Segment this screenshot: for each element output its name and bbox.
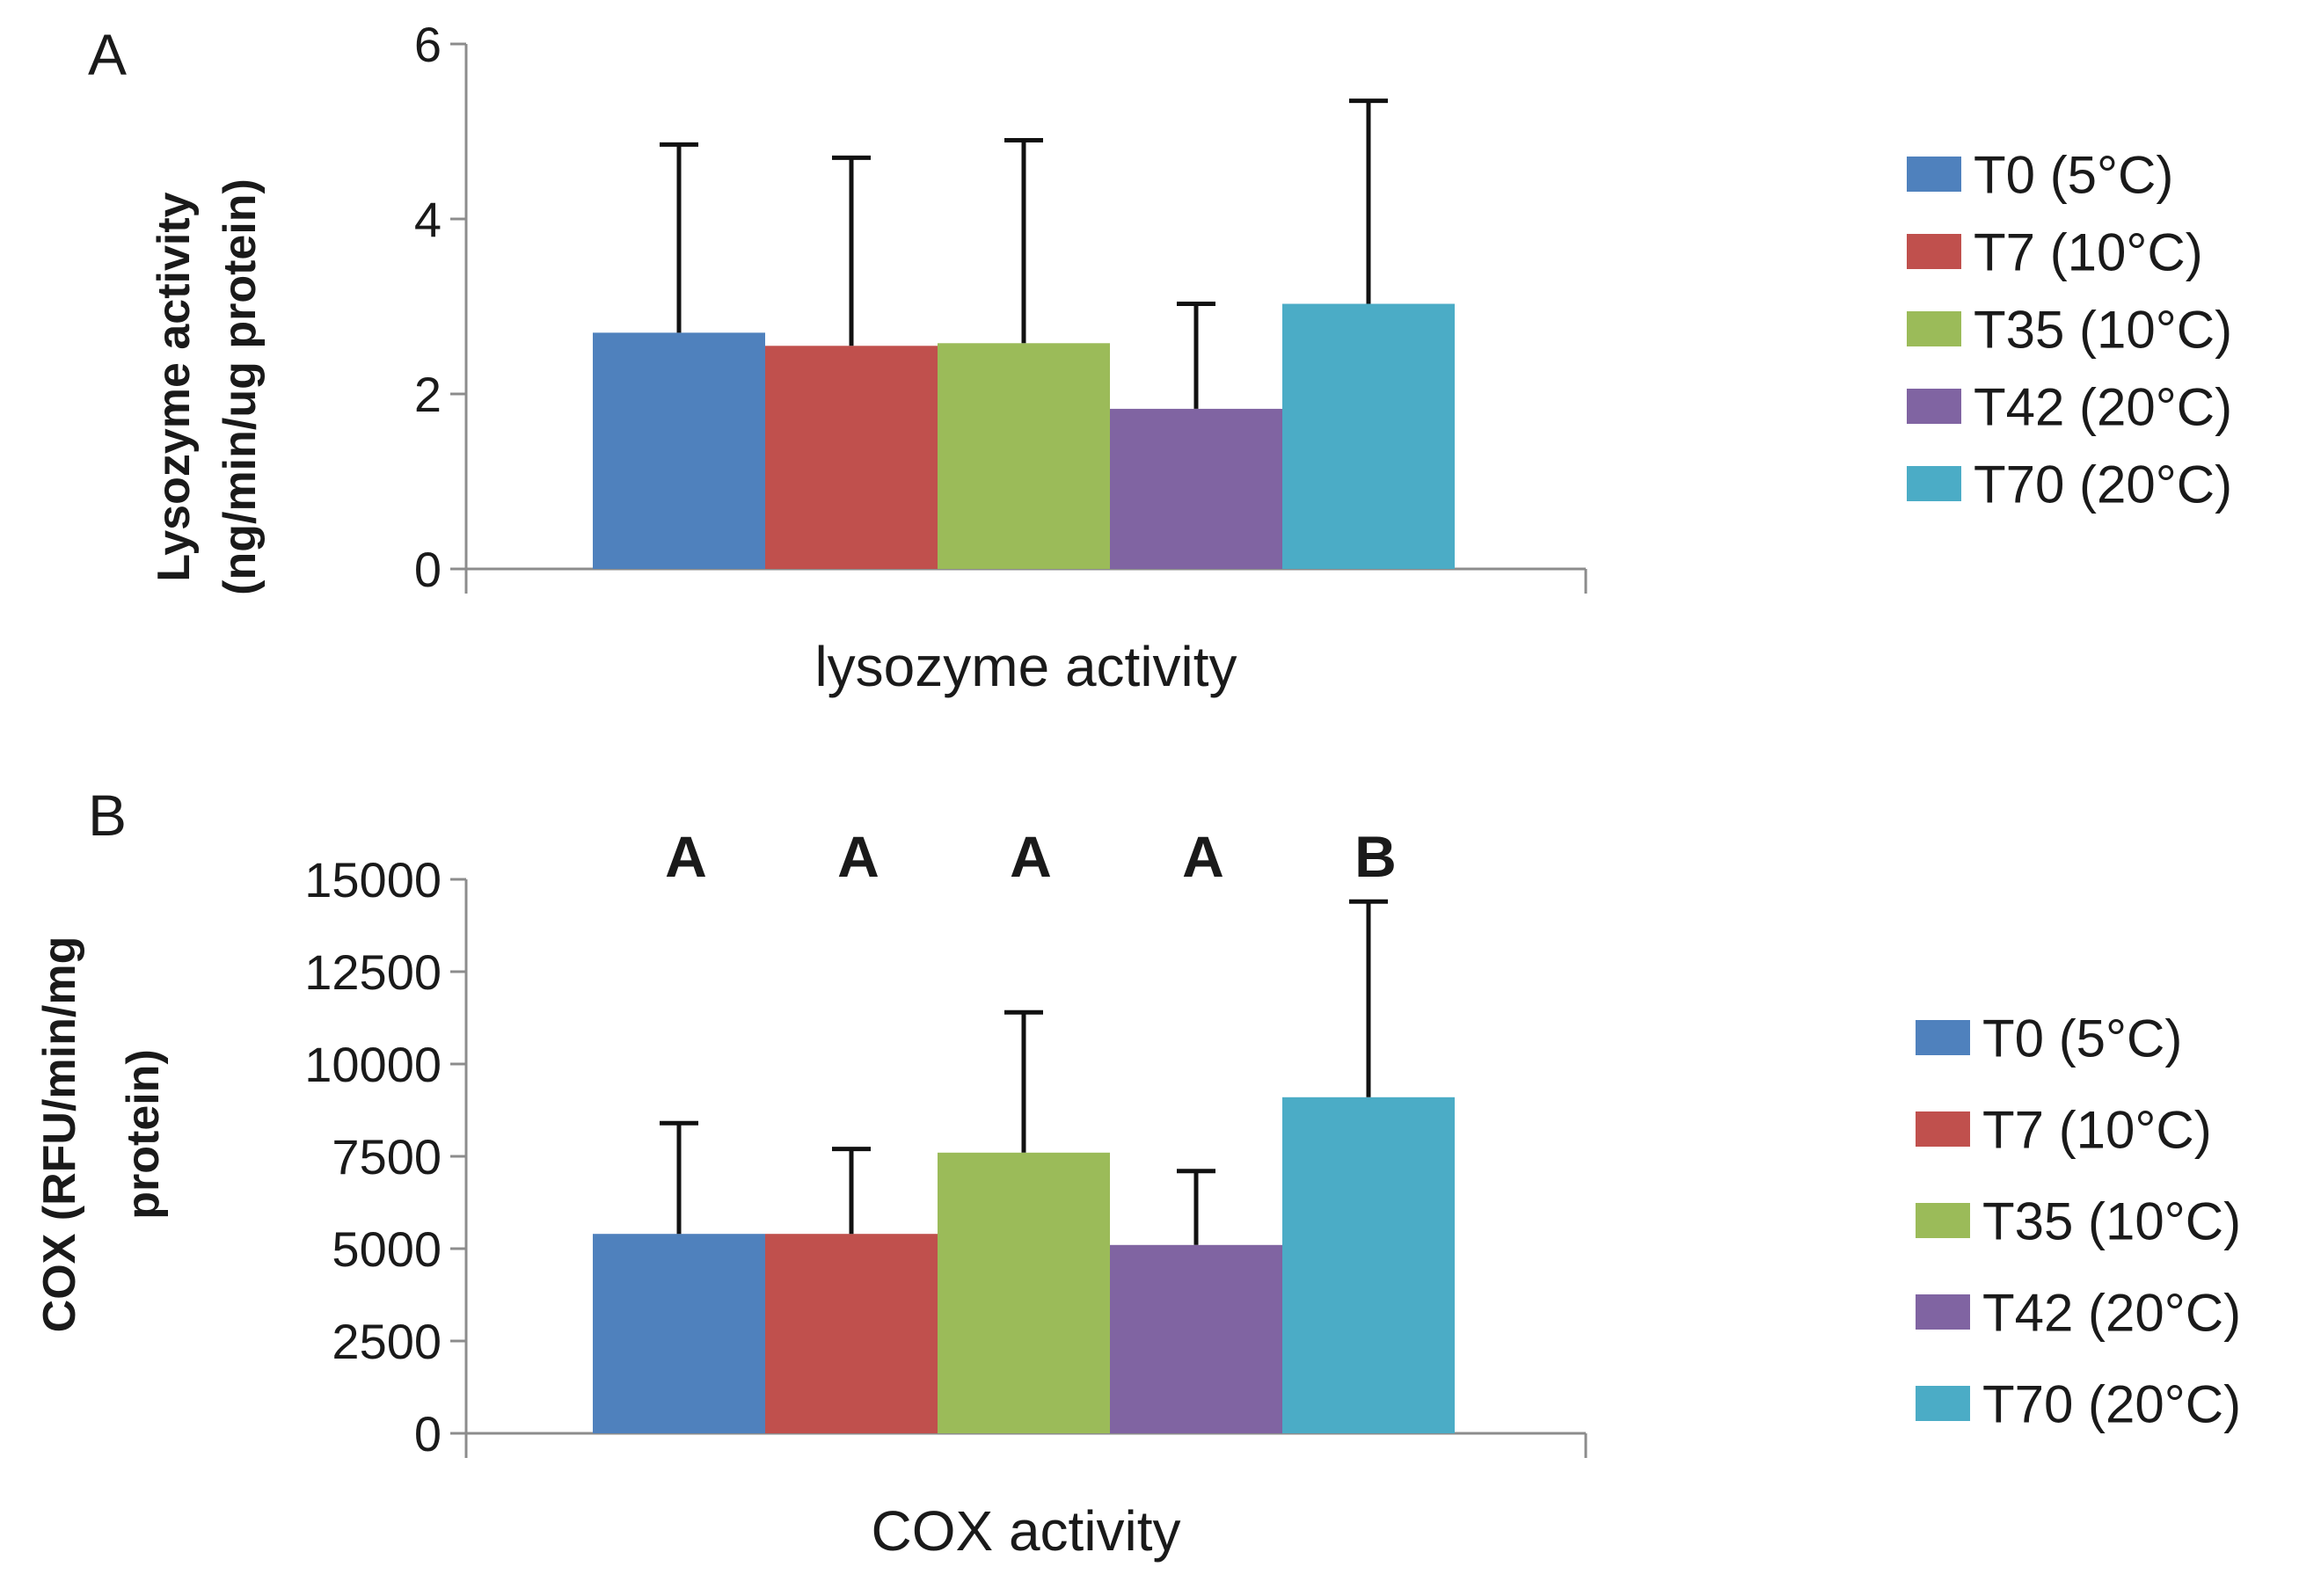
bar [938,1152,1110,1433]
significance-label: A [665,824,707,889]
legend-swatch [1907,234,1961,269]
y-tick-label: 6 [414,17,442,72]
y-tick-label: 0 [414,542,442,597]
y-tick-label: 0 [414,1406,442,1461]
significance-label: A [837,824,879,889]
y-tick-label: 2 [414,367,442,422]
legend-swatch [1907,389,1961,424]
significance-label: A [1010,824,1052,889]
legend: T0 (5°C) T7 (10°C) T35 (10°C) T42 (20°C) T70… [1907,146,2232,514]
legend-swatch [1916,1111,1970,1147]
y-tick-label: 4 [414,192,442,247]
legend-swatch [1916,1020,1970,1055]
legend-label: T7 (10°C) [1974,223,2203,282]
y-axis-title-line2: protein) [118,1049,169,1220]
bar [593,332,765,569]
bar [1282,1097,1455,1433]
legend-swatch [1916,1203,1970,1238]
x-axis-title: lysozyme activity [814,635,1237,698]
significance-label: A [1182,824,1224,889]
panel-a: A 0 2 4 6 Lysozyme activity (ng/min/ug protein… [88,17,2232,698]
bar [1282,303,1455,569]
legend-label: T42 (20°C) [1982,1284,2241,1343]
y-tick-label: 7500 [332,1129,442,1184]
y-tick-label: 15000 [304,852,442,907]
legend-swatch [1907,466,1961,501]
panel-label: A [88,22,127,87]
legend-label: T70 (20°C) [1974,455,2232,514]
legend-label: T0 (5°C) [1982,1009,2182,1068]
y-tick-label: 5000 [332,1221,442,1277]
legend-label: T35 (10°C) [1982,1192,2241,1251]
legend-swatch [1907,157,1961,192]
legend-label: T35 (10°C) [1974,301,2232,360]
legend-swatch [1916,1386,1970,1421]
y-tick-label: 2500 [332,1314,442,1369]
y-tick-label: 12500 [304,944,442,1000]
y-axis-title-line2: (ng/min/ug protein) [215,179,266,595]
bar [1110,408,1282,569]
bar [765,1234,938,1433]
legend-label: T70 (20°C) [1982,1375,2241,1434]
significance-label: B [1354,824,1397,889]
y-axis-title-line1: Lysozyme activity [149,192,200,581]
bar [938,343,1110,569]
legend-label: T7 (10°C) [1982,1101,2212,1160]
panel-b: B 0 2500 5000 7500 10000 12500 15000 A A A A B COX (R… [34,783,2241,1563]
legend-label: T0 (5°C) [1974,146,2173,205]
y-axis-title-line1: COX (RFU/min/mg [34,936,85,1333]
x-axis-title: COX activity [871,1499,1180,1563]
y-tick-label: 10000 [304,1037,442,1092]
legend-swatch [1916,1294,1970,1330]
bar [593,1234,765,1433]
legend-swatch [1907,311,1961,346]
panel-label: B [88,783,127,848]
legend-label: T42 (20°C) [1974,378,2232,437]
bar [765,346,938,569]
bar [1110,1244,1282,1433]
legend: T0 (5°C) T7 (10°C) T35 (10°C) T42 (20°C) T70… [1916,1009,2241,1434]
